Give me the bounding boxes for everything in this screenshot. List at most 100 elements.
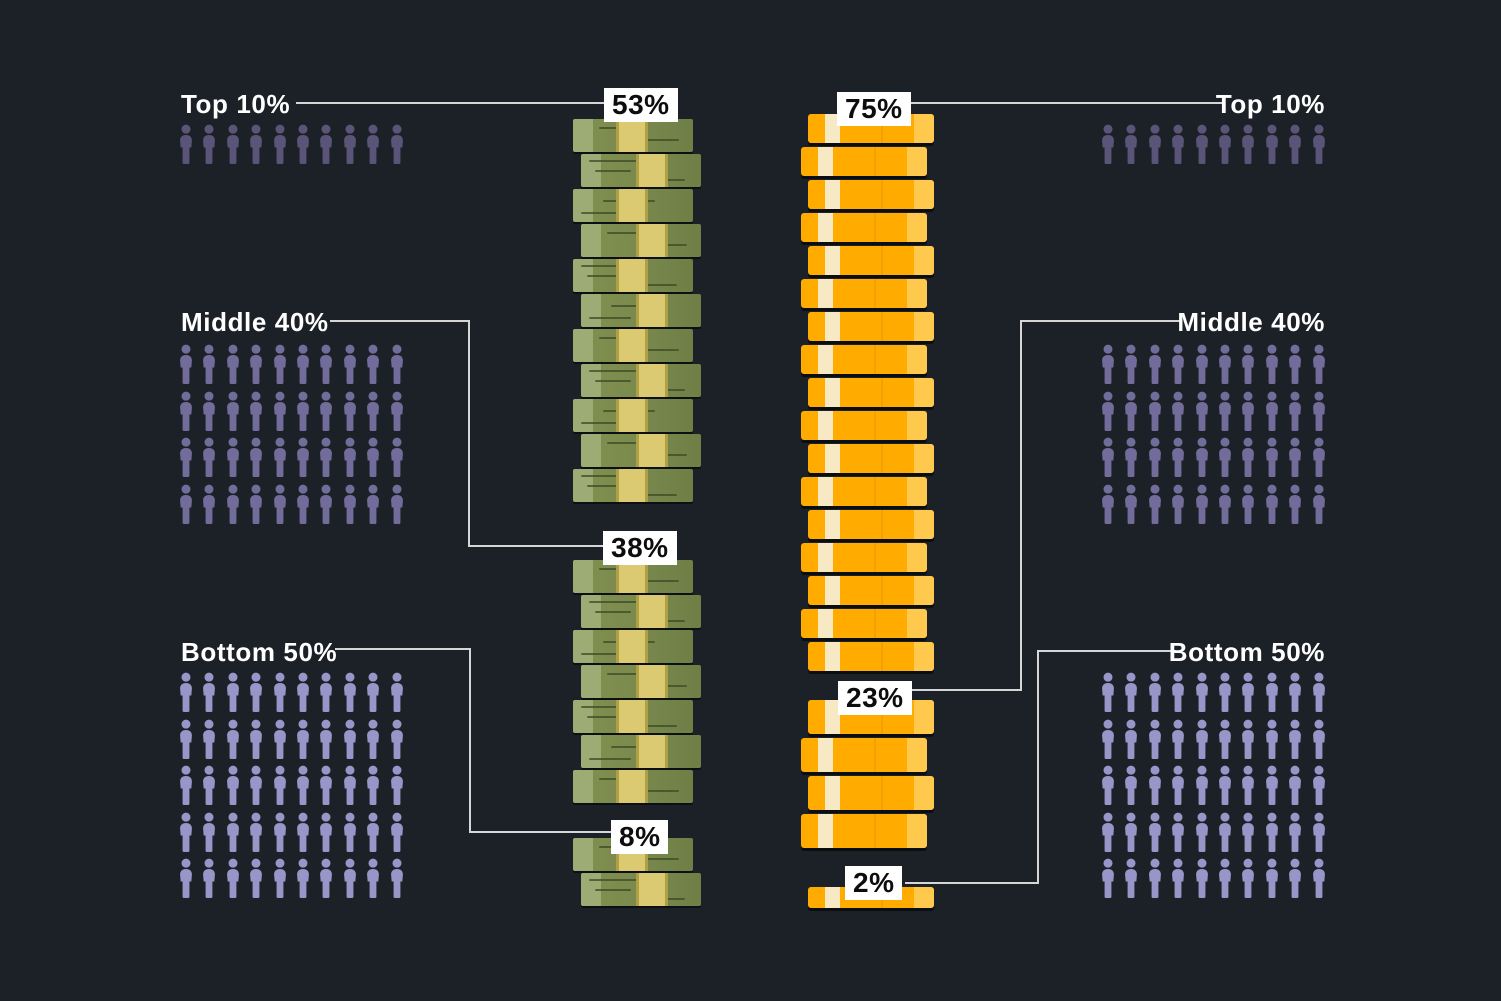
person-icon (1238, 437, 1258, 479)
person-icon (246, 672, 266, 714)
person-icon (199, 344, 219, 386)
person-icon (1285, 672, 1305, 714)
connector-line (330, 320, 468, 322)
person-icon (1192, 344, 1212, 386)
person-icon (1285, 765, 1305, 807)
person-icon (223, 124, 243, 166)
banknote-bundle-icon (581, 873, 701, 906)
person-icon (1262, 391, 1282, 433)
banknote-bundle-icon (581, 364, 701, 397)
gold-bar-icon (808, 246, 934, 275)
person-icon (363, 391, 383, 433)
person-icon (1309, 858, 1329, 900)
person-icon (1145, 672, 1165, 714)
person-icon (1121, 719, 1141, 761)
gold-bar-icon (801, 411, 927, 440)
person-icon (293, 344, 313, 386)
person-icon (270, 719, 290, 761)
person-icon (1121, 484, 1141, 526)
person-icon (199, 672, 219, 714)
person-icon (1168, 812, 1188, 854)
person-icon (363, 124, 383, 166)
person-icon (1098, 391, 1118, 433)
person-icon (1262, 672, 1282, 714)
gold-bar-icon (801, 543, 927, 572)
person-icon (1098, 344, 1118, 386)
person-icon (1285, 391, 1305, 433)
person-icon (363, 344, 383, 386)
person-icon (387, 344, 407, 386)
person-icon (176, 484, 196, 526)
person-icon (363, 484, 383, 526)
person-icon (1309, 672, 1329, 714)
person-icon (223, 437, 243, 479)
person-icon (270, 765, 290, 807)
person-icon (1238, 391, 1258, 433)
person-icon (199, 391, 219, 433)
banknote-bundle-icon (573, 119, 693, 152)
person-icon (176, 765, 196, 807)
gold-bar-icon (801, 609, 927, 638)
person-icon (293, 484, 313, 526)
person-icon (1238, 812, 1258, 854)
person-icon (340, 391, 360, 433)
person-icon (1215, 672, 1235, 714)
person-icon (223, 344, 243, 386)
callout-cash-top10: 53% (604, 88, 678, 122)
person-icon (387, 765, 407, 807)
person-icon (246, 484, 266, 526)
person-icon (1121, 391, 1141, 433)
population-grid-bottom50-left (176, 672, 407, 900)
person-icon (1238, 719, 1258, 761)
banknote-bundle-icon (581, 665, 701, 698)
gold-bar-icon (808, 444, 934, 473)
person-icon (1309, 124, 1329, 166)
person-icon (199, 719, 219, 761)
person-icon (316, 124, 336, 166)
connector-line (1020, 320, 1022, 691)
person-icon (176, 124, 196, 166)
person-icon (176, 391, 196, 433)
person-icon (1215, 344, 1235, 386)
connector-line (296, 102, 604, 104)
person-icon (1192, 391, 1212, 433)
person-icon (1309, 344, 1329, 386)
banknote-bundle-icon (581, 595, 701, 628)
person-icon (223, 719, 243, 761)
banknote-bundle-icon (581, 735, 701, 768)
connector-line (905, 882, 1038, 884)
person-icon (270, 437, 290, 479)
person-icon (1238, 858, 1258, 900)
person-icon (176, 858, 196, 900)
gold-bar-icon (801, 279, 927, 308)
person-icon (1309, 719, 1329, 761)
group-label-bottom50-right: Bottom 50% (1168, 637, 1325, 667)
person-icon (1192, 124, 1212, 166)
person-icon (176, 719, 196, 761)
person-icon (340, 124, 360, 166)
person-icon (1168, 719, 1188, 761)
person-icon (1215, 391, 1235, 433)
person-icon (316, 765, 336, 807)
person-icon (199, 124, 219, 166)
person-icon (1168, 124, 1188, 166)
population-grid-middle40-left (176, 344, 407, 526)
person-icon (223, 765, 243, 807)
gold-bar-icon (801, 477, 927, 506)
callout-gold-bottom50: 2% (845, 866, 903, 900)
person-icon (293, 672, 313, 714)
person-icon (1309, 391, 1329, 433)
person-icon (363, 765, 383, 807)
person-icon (1285, 344, 1305, 386)
person-icon (1262, 858, 1282, 900)
connector-line (468, 320, 470, 547)
connector-line (1038, 650, 1176, 652)
connector-line (469, 648, 471, 833)
person-icon (1145, 858, 1165, 900)
person-icon (1168, 437, 1188, 479)
banknote-bundle-icon (573, 630, 693, 663)
person-icon (1192, 672, 1212, 714)
gold-bar-icon (808, 378, 934, 407)
person-icon (1168, 344, 1188, 386)
callout-cash-bottom50: 8% (611, 820, 669, 854)
